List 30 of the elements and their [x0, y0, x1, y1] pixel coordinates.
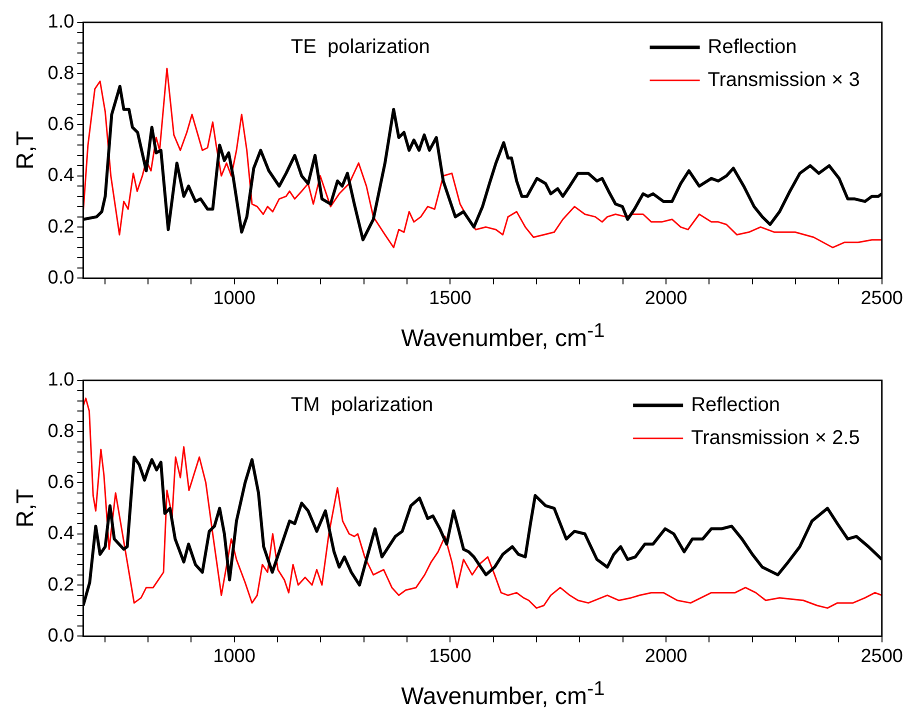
- text: TE polarization: [290, 36, 430, 58]
- x-axis-title: Wavenumber, cm$^{-1}$: [400, 678, 606, 711]
- x-tick-label: 1500: [429, 646, 472, 667]
- legend-label: Reflection: [708, 36, 797, 58]
- y-tick-label: 1.0: [48, 12, 74, 33]
- legend-label: Transmission × 2.5: [691, 426, 860, 449]
- x-tick-label: 1000: [213, 288, 256, 309]
- legend-label: Reflection: [691, 394, 780, 416]
- y-axis-title: R,T: [12, 130, 40, 170]
- x-tick-label: 2000: [644, 288, 688, 309]
- y-tick-label: 0.6: [48, 114, 74, 135]
- x-tick-label: 1500: [429, 288, 472, 309]
- x-tick-label: 2500: [860, 288, 904, 309]
- y-tick-label: 0.0: [48, 625, 74, 646]
- legend-label: Transmission × 3: [708, 68, 860, 91]
- y-tick-label: 0.0: [48, 267, 74, 288]
- y-tick-label: 0.4: [48, 523, 75, 544]
- y-tick-label: 0.8: [48, 62, 74, 84]
- y-axis-title: R,T: [12, 488, 40, 528]
- x-tick-label: 2000: [644, 646, 688, 667]
- y-tick-label: 1.0: [48, 370, 74, 391]
- y-tick-label: 0.6: [48, 472, 74, 493]
- x-tick-label: 2500: [860, 646, 904, 667]
- x-axis-title: Wavenumber, cm$^{-1}$: [400, 320, 606, 353]
- y-tick-label: 0.4: [48, 165, 75, 186]
- text: TM polarization: [290, 394, 434, 416]
- y-tick-label: 0.8: [48, 420, 74, 442]
- x-tick-label: 1000: [213, 646, 256, 667]
- y-tick-label: 0.2: [48, 574, 74, 596]
- y-tick-label: 0.2: [48, 216, 74, 238]
